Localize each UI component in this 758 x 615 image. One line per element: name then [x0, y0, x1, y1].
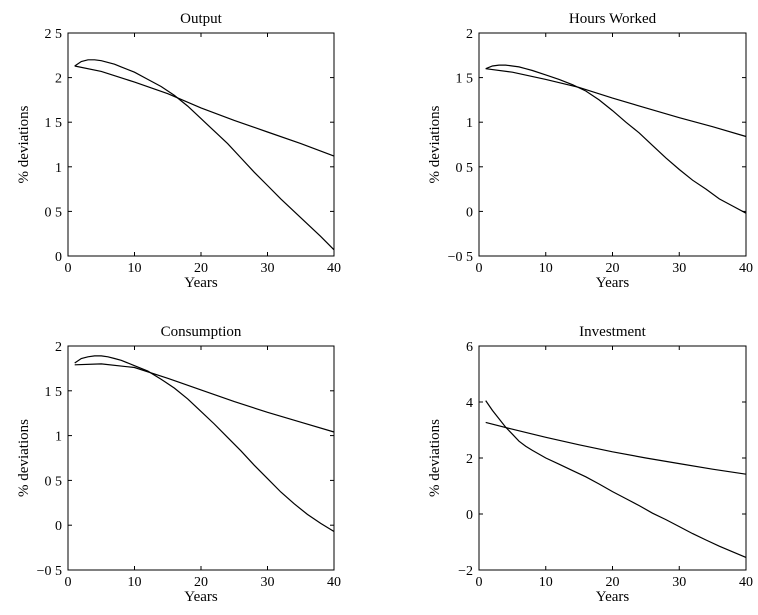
x-tick-label: 30: [672, 261, 686, 276]
plot-frame: [67, 32, 335, 257]
y-tick-label: 6: [466, 340, 473, 355]
series-line-1: [74, 355, 335, 533]
y-tick-label: 1 5: [45, 116, 63, 131]
panel-consumption: 0 10 20 30 40−0 500 511 52ConsumptionYears% …: [16, 324, 341, 605]
y-tick-label: 0: [466, 508, 473, 523]
y-axis-label: % deviations: [16, 105, 32, 183]
plot-frame: [478, 345, 747, 571]
x-tick-label: 10: [539, 575, 553, 590]
x-axis-label: Years: [184, 275, 218, 291]
x-tick-label: 20: [606, 575, 620, 590]
y-tick-label: −2: [458, 564, 473, 579]
x-tick-label: 0: [476, 261, 483, 276]
series-line-1: [485, 400, 747, 558]
x-tick-label: 10: [539, 261, 553, 276]
x-axis-label: Years: [596, 275, 630, 291]
series-line-2: [74, 65, 335, 157]
y-tick-label: 2: [55, 340, 62, 355]
y-tick-label: 2: [55, 72, 62, 87]
x-tick-label: 40: [327, 575, 341, 590]
y-tick-label: 1: [55, 161, 62, 176]
y-tick-label: 2: [466, 27, 473, 42]
y-tick-label: 0: [55, 519, 62, 534]
x-tick-label: 40: [739, 261, 753, 276]
y-axis-label: % deviations: [16, 419, 32, 497]
y-tick-label: 1: [466, 116, 473, 131]
y-tick-label: 0: [466, 205, 473, 220]
y-tick-label: 0 5: [456, 161, 474, 176]
x-tick-label: 20: [194, 261, 208, 276]
plot-frame: [67, 345, 335, 571]
series-line-1: [485, 64, 747, 214]
y-tick-label: 4: [466, 396, 473, 411]
x-tick-label: 30: [261, 575, 275, 590]
x-tick-label: 0: [65, 575, 72, 590]
y-tick-label: 0 5: [45, 205, 63, 220]
panel-title: Hours Worked: [569, 11, 657, 27]
x-tick-label: 30: [261, 261, 275, 276]
x-axis-label: Years: [184, 589, 218, 605]
y-tick-label: −0 5: [37, 564, 62, 579]
y-tick-label: −0 5: [448, 250, 473, 265]
y-axis-label: % deviations: [427, 105, 443, 183]
panel-title: Output: [180, 11, 223, 27]
y-tick-label: 2 5: [45, 27, 63, 42]
x-tick-label: 10: [128, 575, 142, 590]
series-line-2: [485, 68, 747, 138]
y-tick-label: 0 5: [45, 474, 63, 489]
x-tick-label: 40: [739, 575, 753, 590]
panel-output: 0 10 20 30 40 0 0 5 1 1 5 2 2 5 Output Years % deviat…: [16, 11, 341, 291]
x-tick-label: 10: [128, 261, 142, 276]
y-tick-label: 2: [466, 452, 473, 467]
x-tick-label: 20: [606, 261, 620, 276]
panel-title: Investment: [579, 324, 646, 340]
x-tick-label: 30: [672, 575, 686, 590]
series-line-2: [485, 421, 747, 475]
y-tick-label: 0: [55, 250, 62, 265]
y-tick-label: 1 5: [456, 72, 474, 87]
x-tick-label: 0: [476, 575, 483, 590]
panel-title: Consumption: [161, 324, 242, 340]
x-tick-label: 40: [327, 261, 341, 276]
y-axis-label: % deviations: [427, 419, 443, 497]
x-tick-label: 20: [194, 575, 208, 590]
series-line-2: [74, 363, 335, 433]
series-line-1: [74, 59, 335, 251]
x-tick-label: 0: [65, 261, 72, 276]
x-axis-label: Years: [596, 589, 630, 605]
y-tick-label: 1 5: [45, 385, 63, 400]
y-tick-label: 1: [55, 430, 62, 445]
